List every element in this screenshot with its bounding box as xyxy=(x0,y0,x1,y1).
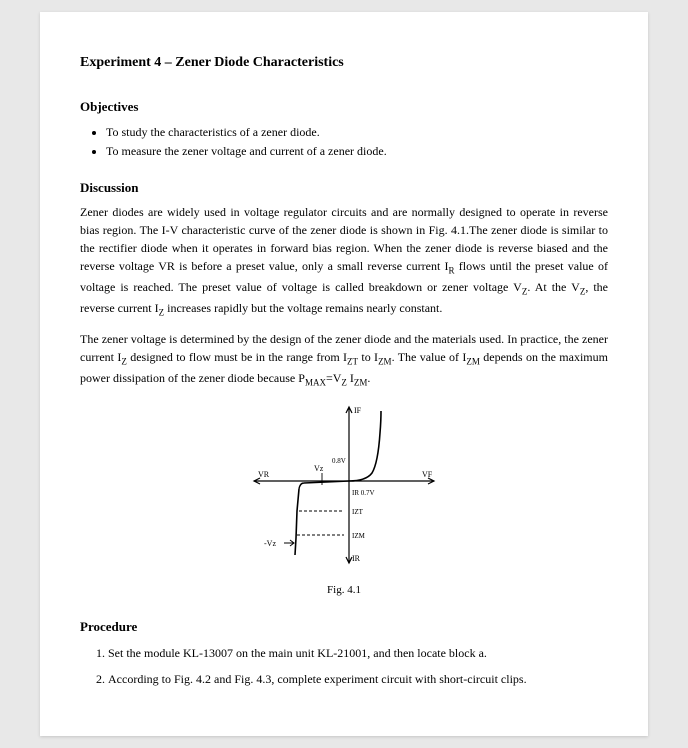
discussion-paragraph-2: The zener voltage is determined by the d… xyxy=(80,330,608,390)
subscript: ZM xyxy=(354,377,368,387)
document-page: Experiment 4 – Zener Diode Characteristi… xyxy=(40,12,648,736)
list-item: To measure the zener voltage and current… xyxy=(106,142,608,160)
axis-label-vf: VF xyxy=(422,470,433,479)
axis-label-ir: IR xyxy=(352,554,361,563)
subscript: MAX xyxy=(305,377,326,387)
subscript: ZM xyxy=(378,356,392,366)
label-ir07v: IR 0.7V xyxy=(352,489,375,497)
text-run: =V xyxy=(326,371,341,385)
subscript: ZM xyxy=(466,356,480,366)
axis-label-vr: VR xyxy=(258,470,270,479)
label-izt: IZT xyxy=(352,508,364,516)
text-run: . At the V xyxy=(527,280,579,294)
text-run: designed to flow must be in the range fr… xyxy=(127,350,347,364)
label-vz: Vz xyxy=(314,464,324,473)
axis-label-if: IF xyxy=(354,406,362,415)
discussion-paragraph-1: Zener diodes are widely used in voltage … xyxy=(80,203,608,320)
label-08v: 0.8V xyxy=(332,457,346,465)
list-item: According to Fig. 4.2 and Fig. 4.3, comp… xyxy=(108,670,608,688)
experiment-title: Experiment 4 – Zener Diode Characteristi… xyxy=(80,52,608,73)
label-izm: IZM xyxy=(352,532,366,540)
figure-wrap: IF VF VR Vz 0.8V IR 0.7V IZT IZM -Vz IR … xyxy=(80,403,608,599)
figure-caption: Fig. 4.1 xyxy=(80,582,608,599)
label-minus-vz: -Vz xyxy=(264,539,276,548)
objectives-list: To study the characteristics of a zener … xyxy=(80,123,608,160)
text-run: I xyxy=(347,371,354,385)
list-item: Set the module KL-13007 on the main unit… xyxy=(108,644,608,662)
subscript: ZT xyxy=(347,356,358,366)
procedure-heading: Procedure xyxy=(80,617,608,637)
text-run: . xyxy=(367,371,370,385)
text-run: . The value of I xyxy=(392,350,467,364)
iv-curve-diagram: IF VF VR Vz 0.8V IR 0.7V IZT IZM -Vz IR xyxy=(244,403,444,573)
text-run: to I xyxy=(358,350,378,364)
objectives-heading: Objectives xyxy=(80,97,608,117)
list-item: To study the characteristics of a zener … xyxy=(106,123,608,141)
discussion-heading: Discussion xyxy=(80,178,608,198)
procedure-list: Set the module KL-13007 on the main unit… xyxy=(80,644,608,688)
text-run: increases rapidly but the voltage remain… xyxy=(164,301,442,315)
